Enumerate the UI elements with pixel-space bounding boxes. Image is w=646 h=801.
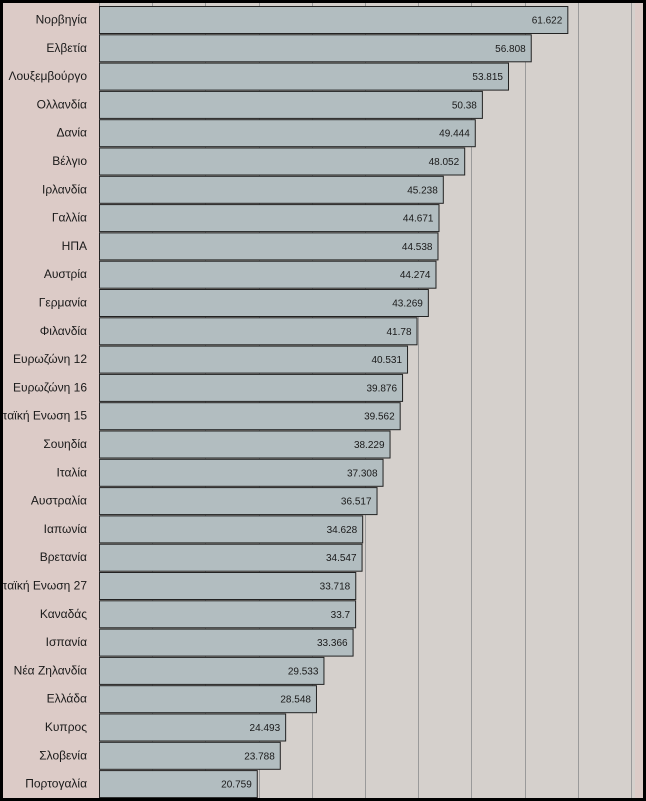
bar [99, 713, 287, 742]
category-label: Φιλανδία [40, 324, 87, 338]
bar-value-label: 36.517 [341, 497, 372, 508]
bar [99, 487, 378, 516]
category-label: Ιταλία [57, 465, 88, 479]
category-label: Κυπρος [45, 720, 87, 734]
category-label: Ευρωζώνη 16 [13, 380, 87, 394]
bar [99, 628, 354, 657]
bar [99, 317, 418, 346]
category-label: Ελβετία [46, 41, 87, 55]
bar-value-label: 33.7 [331, 610, 351, 621]
bar [99, 175, 444, 204]
bar [99, 656, 325, 685]
bar [99, 289, 429, 317]
chart-frame: 61.622 Νορβηγία 56.808 Ελβετία 53.815 Λουξεμβ… [3, 3, 643, 798]
bar [99, 119, 476, 148]
bar [99, 572, 357, 600]
bar-value-label: 33.718 [320, 582, 351, 593]
bar [99, 62, 509, 91]
category-label: Ισπανία [46, 635, 87, 649]
bar-value-label: 39.876 [366, 383, 397, 394]
bar [99, 515, 364, 544]
bar [99, 600, 357, 629]
bar [99, 685, 317, 714]
bar [99, 260, 437, 289]
bar-value-label: 43.269 [392, 299, 423, 310]
bar-value-label: 37.308 [347, 468, 378, 479]
bar-value-label: 44.538 [402, 242, 433, 253]
category-label: Πορτογαλία [25, 777, 87, 791]
category-label: Λουξεμβούργο [8, 69, 87, 83]
category-label: Βρετανία [40, 550, 87, 564]
bar [99, 430, 391, 459]
category-label: Αυστραλία [31, 494, 87, 508]
bar [99, 90, 483, 119]
bar-value-label: 24.493 [250, 723, 281, 734]
category-label: Νέα Ζηλανδία [14, 663, 87, 677]
bar [99, 147, 466, 176]
bar [99, 204, 440, 233]
bar-value-label: 39.562 [364, 412, 395, 423]
bar-chart: 61.622 Νορβηγία 56.808 Ελβετία 53.815 Λουξεμβ… [3, 3, 632, 798]
bar-value-label: 34.628 [327, 525, 358, 536]
bar-value-label: 61.622 [532, 16, 563, 27]
category-label: Ευρωπαϊκή Ενωση 27 [3, 579, 87, 593]
category-label: Δανία [56, 126, 87, 140]
bar-value-label: 44.274 [400, 270, 431, 281]
bar-value-label: 23.788 [244, 751, 275, 762]
bar-value-label: 45.238 [407, 185, 438, 196]
category-label: Καναδάς [40, 607, 87, 621]
bar-value-label: 34.547 [326, 553, 357, 564]
bar-value-label: 53.815 [472, 72, 503, 83]
category-label: Ελλάδα [47, 692, 87, 706]
bar-value-label: 33.366 [317, 638, 348, 649]
category-label: Σλοβενία [39, 748, 87, 762]
bar-value-label: 48.052 [429, 157, 460, 168]
bar [99, 741, 281, 770]
category-label: Ευρωζώνη 12 [13, 352, 87, 366]
category-label: Σουηδία [43, 437, 87, 451]
bar-value-label: 56.808 [495, 44, 526, 55]
bar-value-label: 20.759 [221, 780, 252, 791]
bar-value-label: 41.78 [386, 327, 411, 338]
category-label: Βέλγιο [52, 154, 87, 168]
category-label: Ιαπωνία [44, 522, 87, 536]
category-label: Γαλλία [52, 211, 87, 225]
category-label: Ιρλανδία [42, 182, 87, 196]
category-label: Γερμανία [39, 296, 87, 310]
category-label: Αυστρία [44, 267, 87, 281]
bar [99, 34, 532, 63]
bar-value-label: 29.533 [288, 666, 319, 677]
bar-value-label: 44.671 [403, 214, 434, 225]
bar [99, 402, 401, 431]
category-label: Νορβηγία [36, 13, 87, 27]
category-label: Ευρωπαϊκή Ενωση 15 [3, 409, 87, 423]
bar-value-label: 28.548 [280, 695, 311, 706]
bar [99, 458, 384, 487]
bar [99, 345, 409, 374]
bar [99, 6, 569, 34]
bar [99, 543, 363, 572]
bar [99, 770, 258, 798]
bar-value-label: 49.444 [439, 129, 470, 140]
bar-value-label: 40.531 [371, 355, 402, 366]
bar [99, 232, 439, 261]
category-label: ΗΠΑ [62, 239, 87, 253]
bar-value-label: 38.229 [354, 440, 385, 451]
bar-value-label: 50.38 [452, 100, 477, 111]
category-label: Ολλανδία [37, 97, 87, 111]
bar [99, 373, 404, 402]
plot-area: 61.622 Νορβηγία 56.808 Ελβετία 53.815 Λουξεμβ… [3, 3, 635, 798]
